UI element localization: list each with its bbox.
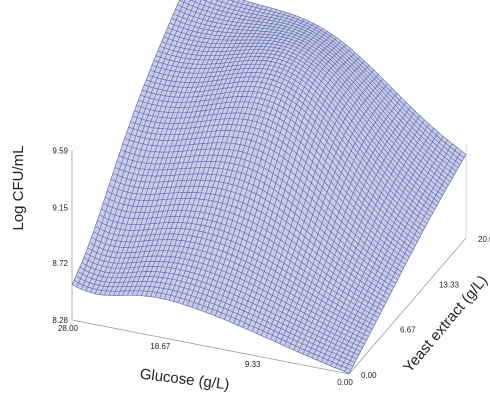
surface-gridline-yeast bbox=[142, 89, 420, 239]
surface-gridline-yeast bbox=[120, 149, 398, 280]
surface-gridline-yeast bbox=[149, 69, 428, 224]
z-tick-label: 8.28 bbox=[52, 316, 68, 325]
z-tick-label: 9.15 bbox=[52, 203, 68, 212]
x-tick-label: 28.00 bbox=[58, 324, 79, 333]
surface-gridline-yeast bbox=[108, 184, 387, 303]
z-tick-label: 8.72 bbox=[52, 259, 68, 268]
tick-labels: 8.28 8.72 9.15 9.59 28.00 18.67 9.33 0.00 0.00 6.… bbox=[52, 146, 490, 387]
surface-gridline-yeast bbox=[91, 236, 369, 337]
surface-gridline-yeast bbox=[126, 132, 404, 269]
surface-gridline-yeast bbox=[136, 105, 414, 250]
surface-gridline-yeast bbox=[134, 110, 412, 254]
surface-gridline-yeast bbox=[138, 99, 416, 246]
surface-gridline-yeast bbox=[202, 0, 461, 165]
surface-gridline-yeast bbox=[151, 64, 430, 221]
surface-gridline-yeast bbox=[83, 257, 361, 352]
surface-gridline-yeast bbox=[140, 94, 418, 243]
surface-gridline-yeast bbox=[161, 41, 439, 203]
surface-gridline-yeast bbox=[81, 262, 359, 356]
x-axis-line bbox=[71, 319, 350, 375]
surface-gridline-yeast bbox=[71, 284, 350, 374]
surface-gridline-yeast bbox=[95, 225, 373, 330]
surface-gridline-yeast bbox=[75, 275, 354, 367]
surface-gridline-yeast bbox=[93, 231, 371, 334]
surface-gridline-yeast bbox=[153, 60, 432, 217]
x-tick-label: 0.00 bbox=[337, 378, 353, 387]
surface-gridline-yeast bbox=[99, 214, 377, 322]
surface-gridline-yeast bbox=[165, 31, 443, 196]
surface-gridline-yeast bbox=[89, 242, 367, 341]
y-tick-label: 13.33 bbox=[439, 280, 460, 289]
surface-gridline-yeast bbox=[215, 0, 463, 162]
surface-gridline-yeast bbox=[112, 172, 391, 296]
surface-gridline-yeast bbox=[167, 27, 445, 193]
surface-gridline-yeast bbox=[145, 79, 424, 232]
surface-gridline-yeast bbox=[85, 252, 363, 349]
surface-gridline-yeast bbox=[157, 50, 436, 210]
surface-gridline-yeast bbox=[169, 22, 447, 189]
surface-gridline-yeast bbox=[173, 13, 451, 182]
surface-gridline-yeast bbox=[179, 0, 457, 172]
y-tick-label: 20.00 bbox=[478, 235, 490, 244]
surface-gridline-yeast bbox=[189, 0, 459, 169]
surface-gridline-yeast bbox=[155, 55, 434, 214]
surface-gridline-yeast bbox=[114, 166, 393, 292]
z-tick-label: 9.59 bbox=[52, 146, 68, 155]
surface-gridline-yeast bbox=[110, 178, 389, 299]
x-axis-title: Glucose (g/L) bbox=[139, 366, 230, 394]
z-axis-title: Log CFU/mL bbox=[10, 145, 27, 230]
surface-gridline-yeast bbox=[163, 36, 441, 200]
surface-gridline-yeast bbox=[228, 0, 465, 159]
surface-gridline-yeast bbox=[171, 18, 449, 186]
surface-gridline-yeast bbox=[144, 84, 422, 235]
surface-gridline-yeast bbox=[124, 137, 402, 273]
surface-gridline-yeast bbox=[101, 208, 379, 318]
x-tick-label: 9.33 bbox=[245, 360, 261, 369]
surface-gridline-yeast bbox=[177, 4, 455, 176]
surface-gridline-yeast bbox=[118, 155, 396, 284]
surface-gridline-yeast bbox=[130, 121, 408, 261]
surface-gridline-yeast bbox=[241, 0, 467, 155]
surface-gridline-yeast bbox=[79, 266, 357, 360]
y-tick-label: 0.00 bbox=[361, 371, 377, 380]
axes-frame bbox=[71, 144, 467, 375]
surface-gridline-yeast bbox=[73, 279, 352, 371]
surface-gridline-yeast bbox=[175, 8, 453, 179]
surface-gridline-yeast bbox=[97, 220, 375, 326]
surface-mesh bbox=[71, 0, 467, 374]
surface-gridline-yeast bbox=[77, 271, 356, 363]
x-tick-label: 18.67 bbox=[150, 342, 171, 351]
surface-gridline-yeast bbox=[128, 126, 406, 265]
surface-gridline-yeast bbox=[103, 202, 381, 315]
surface-gridline-yeast bbox=[122, 143, 400, 276]
surface-gridline-yeast bbox=[116, 161, 395, 288]
surface-gridline-yeast bbox=[106, 190, 385, 307]
surface-gridline-yeast bbox=[132, 115, 410, 258]
surface-gridline-yeast bbox=[159, 45, 438, 207]
y-axis-line bbox=[348, 237, 467, 375]
surface-gridline-yeast bbox=[87, 247, 365, 345]
surface-gridline-yeast bbox=[147, 74, 426, 228]
y-tick-label: 6.67 bbox=[400, 326, 416, 335]
surface-gridline-yeast bbox=[105, 196, 383, 311]
